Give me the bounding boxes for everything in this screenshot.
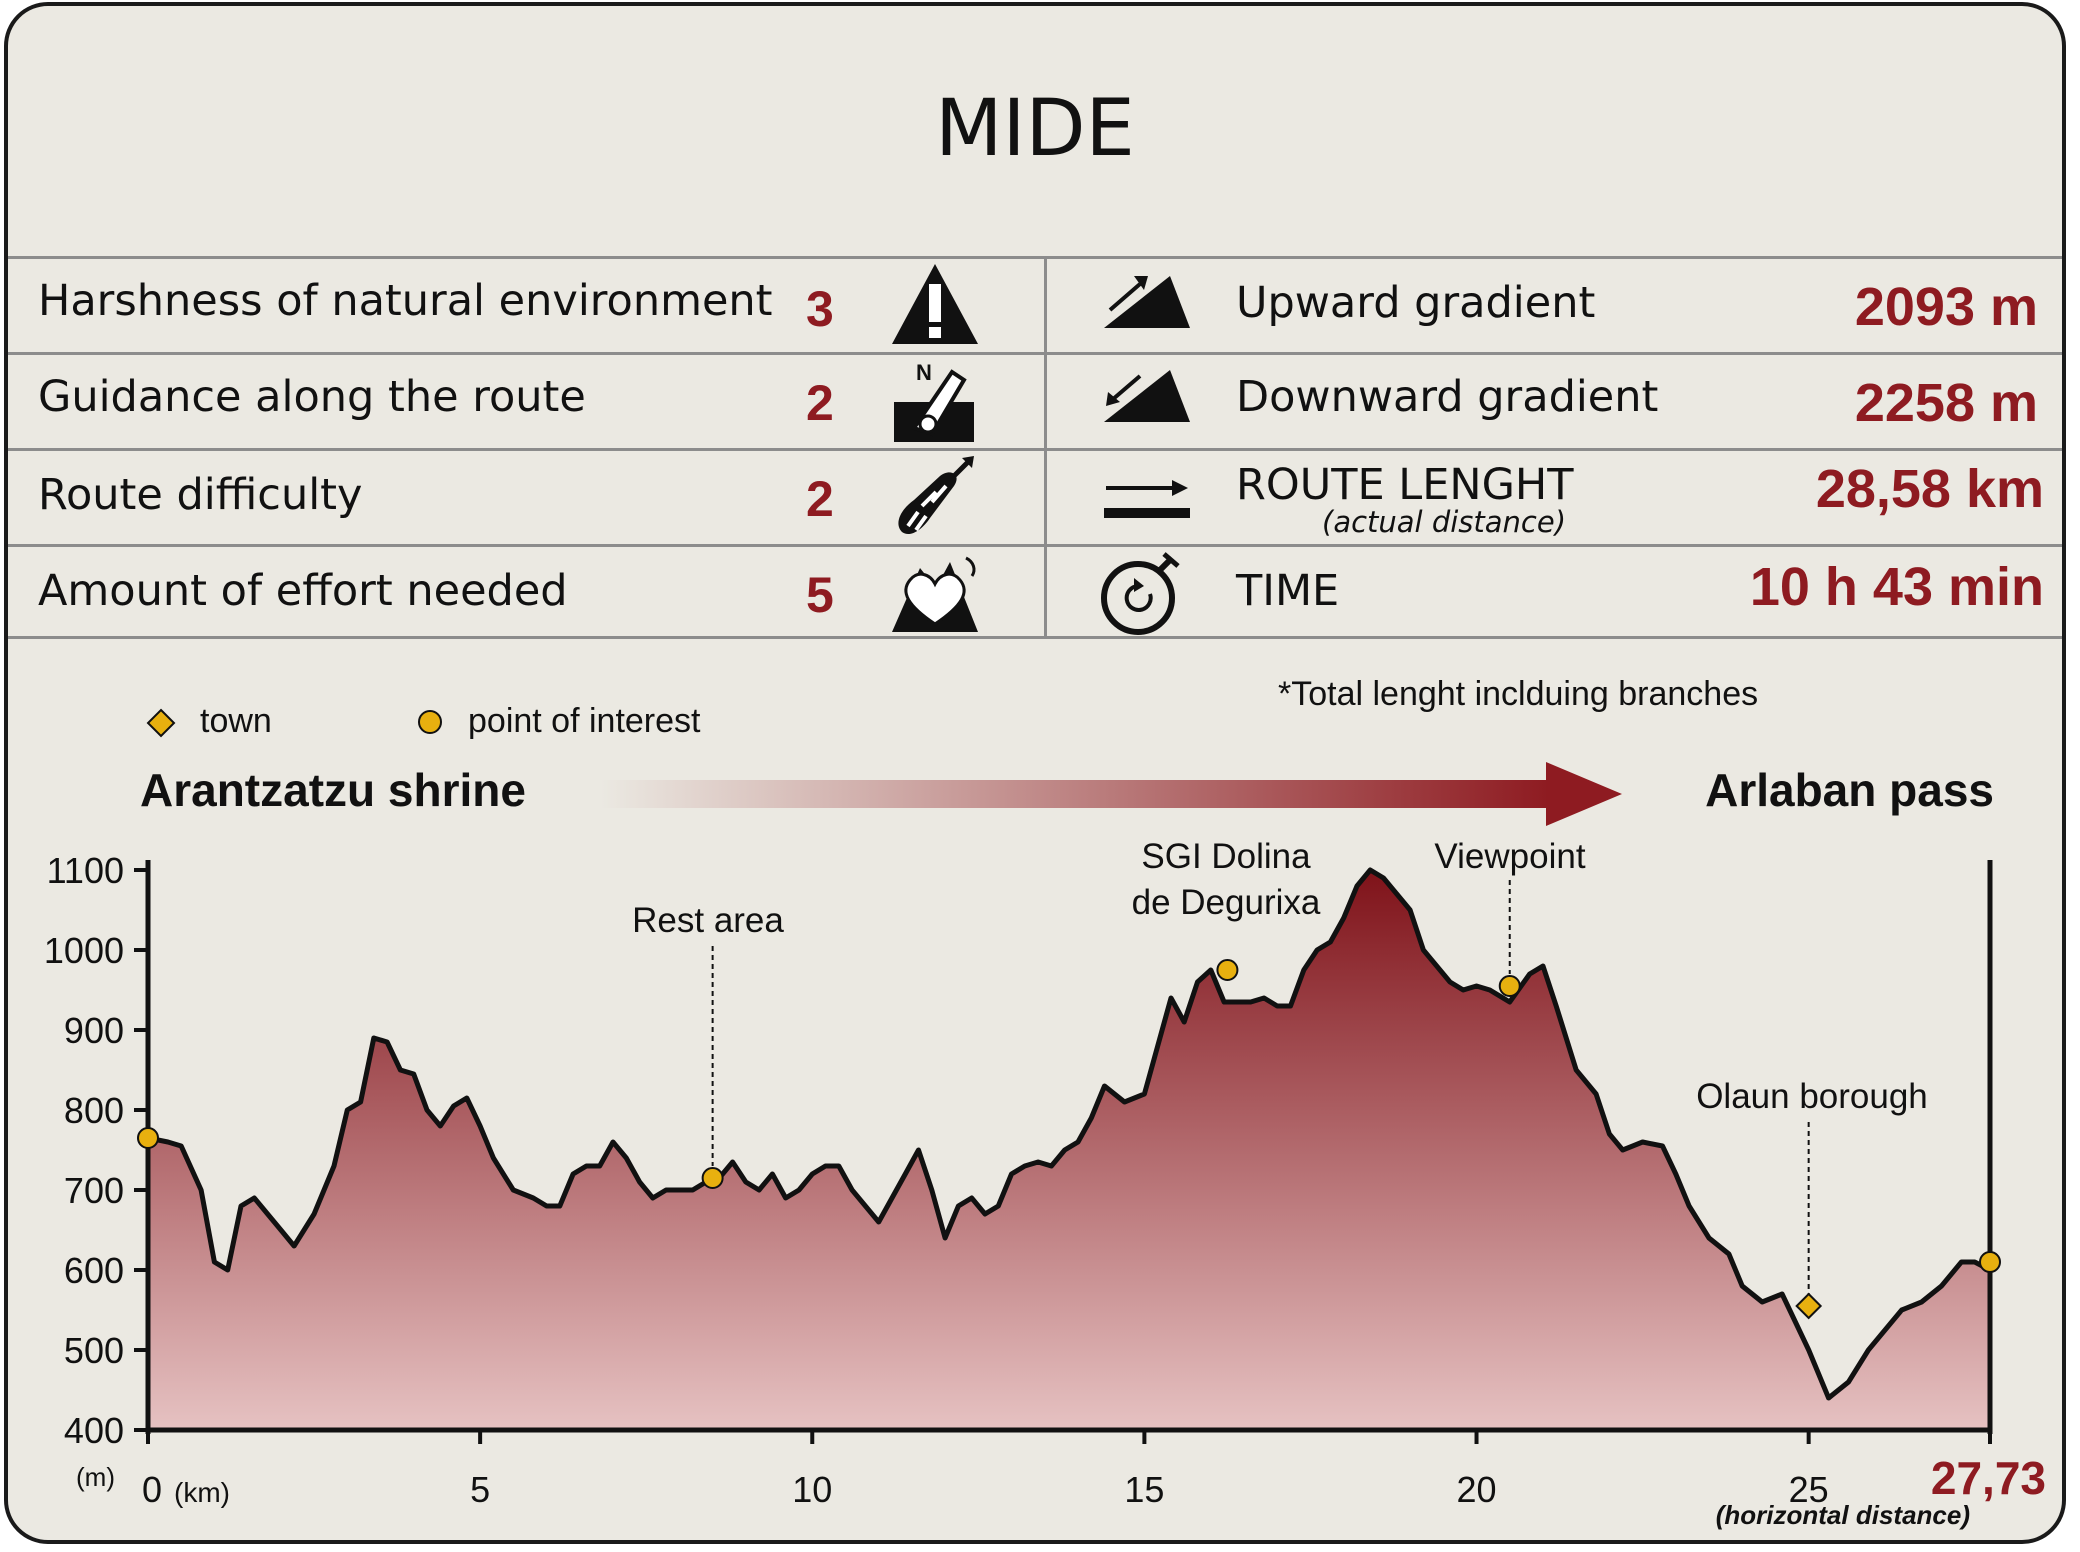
table-column-divider	[1044, 256, 1047, 638]
legend-poi-label: point of interest	[468, 702, 701, 740]
uphill-icon	[1104, 276, 1190, 328]
x-end-label: 27,73	[1931, 1452, 2046, 1504]
mide-row-label: Harshness of natural environment	[38, 276, 773, 326]
legend-town-label: town	[200, 702, 272, 740]
stat-value: 10 h 43 min	[1749, 557, 2044, 617]
x-axis-caption: (horizontal distance)	[1716, 1500, 1970, 1530]
table-row-divider	[8, 448, 2062, 451]
y-tick-label: 1000	[44, 930, 124, 971]
stopwatch-icon	[1101, 552, 1180, 635]
stat-value: 2258 m	[1854, 373, 2038, 433]
signpost-icon: N	[894, 360, 974, 442]
y-tick-label: 600	[64, 1250, 124, 1291]
heart-mountain-icon	[892, 556, 978, 632]
y-tick-label: 800	[64, 1090, 124, 1131]
mide-row-label: Guidance along the route	[38, 372, 586, 422]
annotation-label: Rest area	[632, 901, 784, 940]
direction-arrow-shaft	[600, 780, 1550, 808]
y-axis-unit-label: (m)	[76, 1462, 115, 1492]
stat-label: TIME	[1236, 566, 1340, 616]
table-row-divider	[8, 352, 2062, 355]
footprint-icon	[898, 456, 974, 535]
circle-icon	[418, 710, 442, 734]
x-tick-label: 20	[1457, 1469, 1497, 1510]
y-tick-label: 1100	[47, 850, 124, 891]
y-tick-label: 700	[64, 1170, 124, 1211]
stat-value: 28,58 km	[1815, 459, 2044, 519]
distance-icon	[1104, 480, 1190, 518]
poi-marker	[137, 1127, 159, 1149]
y-tick-label: 500	[64, 1330, 124, 1371]
start-label: Arantzatzu shrine	[140, 764, 526, 816]
table-row-divider	[8, 544, 2062, 547]
x-tick-label: 25	[1789, 1469, 1829, 1510]
downhill-icon	[1104, 370, 1190, 422]
diamond-icon	[146, 708, 176, 738]
mide-row-value: 5	[806, 567, 834, 623]
y-tick-label: 400	[64, 1410, 124, 1451]
annotation-label: Olaun borough	[1696, 1077, 1928, 1116]
table-bottom-line	[8, 636, 2062, 639]
svg-text:N: N	[916, 360, 932, 385]
warning-icon	[892, 264, 978, 344]
y-tick-label: 900	[64, 1010, 124, 1051]
annotation-label: de Degurixa	[1132, 883, 1321, 922]
x-tick-label: 0	[142, 1469, 162, 1510]
stat-value: 2093 m	[1854, 277, 2038, 337]
x-axis-unit-label: (km)	[174, 1477, 230, 1508]
poi-marker	[1498, 975, 1521, 997]
stat-label: ROUTE LENGHT	[1236, 460, 1574, 510]
page-title: MIDE	[935, 84, 1135, 174]
annotation-label: Viewpoint	[1434, 837, 1585, 876]
end-label: Arlaban pass	[1705, 764, 1994, 816]
x-tick-label: 10	[792, 1469, 832, 1510]
stat-sublabel: (actual distance)	[1322, 505, 1567, 539]
mide-row-value: 2	[806, 471, 834, 527]
stat-label: Downward gradient	[1236, 372, 1659, 422]
mide-row-value: 2	[806, 375, 834, 431]
x-tick-label: 15	[1124, 1469, 1164, 1510]
note-text: *Total lenght inclduing branches	[1278, 675, 1758, 713]
town-marker	[1795, 1292, 1823, 1320]
mide-row-label: Route difficulty	[38, 470, 363, 520]
poi-marker	[1979, 1251, 2001, 1273]
poi-marker	[701, 1167, 724, 1189]
x-tick-label: 5	[470, 1469, 490, 1510]
table-top-line	[8, 256, 2062, 259]
direction-arrow-head	[1546, 762, 1622, 826]
plot-area: 400 500 600 700 800 900 1000 1100 0 5 10 15 20 25 (m) (…	[44, 837, 2046, 1530]
mide-row-value: 3	[806, 281, 834, 337]
elevation-line	[147, 867, 1992, 1401]
poi-marker	[1216, 959, 1239, 981]
stat-label: Upward gradient	[1236, 278, 1596, 328]
mide-row-label: Amount of effort needed	[38, 566, 568, 616]
annotation-label: SGI Dolina	[1141, 837, 1311, 876]
